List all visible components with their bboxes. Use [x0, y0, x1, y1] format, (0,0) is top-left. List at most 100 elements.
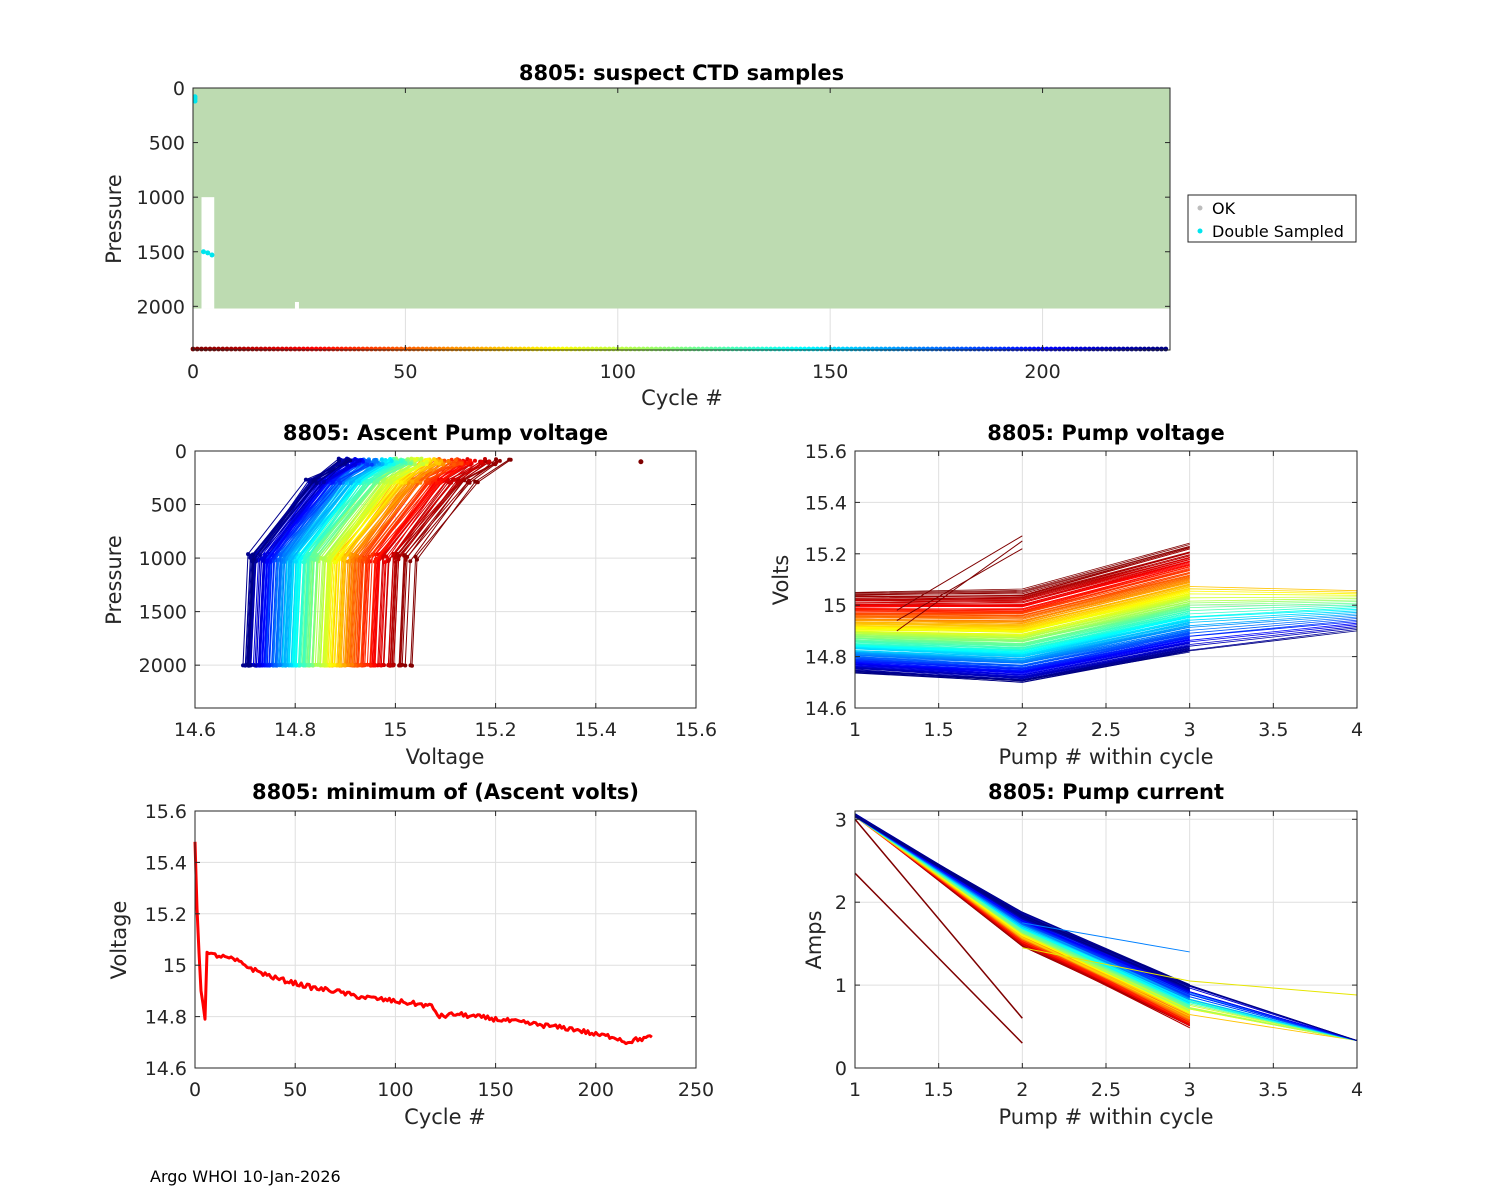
ascent-point — [398, 663, 403, 668]
ascent-profile-line — [304, 462, 406, 665]
cycle-marker — [475, 346, 481, 352]
ascent-point — [494, 460, 499, 465]
legend-label: OK — [1212, 199, 1236, 218]
cycle-marker — [203, 346, 209, 352]
ascent-point — [384, 554, 389, 559]
ascent-point — [336, 478, 341, 483]
cycle-marker — [925, 346, 931, 352]
ascent-point — [482, 457, 487, 462]
cycle-marker — [432, 346, 438, 352]
cycle-marker — [228, 346, 234, 352]
cycle-marker — [623, 346, 629, 352]
cycle-marker — [933, 346, 939, 352]
ascent-point — [321, 479, 326, 484]
cycle-marker — [301, 346, 306, 352]
y-tick-label: 500 — [151, 495, 187, 517]
ascent-profile-line — [400, 461, 497, 666]
cycle-marker — [776, 346, 782, 352]
ascent-point — [459, 461, 464, 466]
y-tick-label: 14.8 — [805, 647, 847, 669]
cycle-marker — [764, 346, 769, 352]
cycle-marker — [199, 346, 204, 352]
cycle-marker — [899, 346, 905, 352]
cycle-marker — [1120, 346, 1126, 352]
ascent-point — [246, 663, 251, 668]
cycle-marker — [504, 346, 510, 352]
x-tick-label: 2.5 — [1091, 719, 1121, 741]
ascent-point — [378, 663, 383, 668]
cycle-marker — [530, 346, 536, 352]
cycle-marker — [509, 346, 514, 352]
x-tick-label: 4 — [1351, 1079, 1363, 1101]
axes-frame — [194, 450, 697, 709]
x-tick-label: 100 — [377, 1079, 413, 1101]
ascent-point — [303, 477, 308, 482]
ascent-profile-line — [280, 463, 380, 665]
pump-voltage-line — [854, 630, 1190, 664]
cycle-marker — [793, 346, 799, 352]
legend-marker — [1197, 228, 1203, 234]
cycle-marker — [657, 346, 663, 352]
ascent-point — [373, 457, 378, 462]
cycle-marker — [619, 346, 625, 352]
cycle-marker — [832, 346, 837, 352]
plot-marks — [854, 535, 1358, 683]
ascent-point — [372, 663, 377, 668]
cycle-marker — [1108, 346, 1113, 352]
cycle-marker — [1146, 346, 1152, 352]
ascent-point — [358, 555, 363, 560]
cycle-marker — [411, 346, 417, 352]
ascent-point — [348, 458, 353, 463]
x-tick-label: 15 — [383, 719, 407, 741]
cycle-marker — [683, 346, 689, 352]
y-tick-label: 15.6 — [805, 441, 847, 463]
ascent-point — [348, 480, 353, 485]
cycle-marker — [458, 346, 464, 352]
cycle-marker — [479, 346, 485, 352]
cycle-marker — [424, 346, 430, 352]
cycle-marker — [861, 346, 867, 352]
ascent-point — [256, 663, 261, 668]
ascent-point — [472, 458, 477, 463]
x-tick-label: 1.5 — [924, 1079, 954, 1101]
ascent-point — [331, 662, 336, 667]
y-tick-label: 1500 — [139, 602, 187, 624]
double-sampled-point — [209, 252, 215, 258]
cycle-marker — [1150, 346, 1156, 352]
ascent-point — [451, 462, 456, 467]
cycle-marker — [1052, 346, 1058, 352]
double-sampled-point — [192, 98, 198, 104]
cycle-marker — [844, 346, 850, 352]
x-tick-label: 0 — [189, 1079, 201, 1101]
cycle-marker — [551, 346, 557, 352]
legend: OK Double Sampled — [1187, 194, 1357, 243]
ascent-profile-line — [303, 459, 404, 666]
cycle-marker — [810, 346, 816, 352]
cycle-marker — [1074, 346, 1079, 352]
cycle-marker — [976, 346, 982, 352]
footer-credit: Argo WHOI 10-Jan-2026 — [150, 1167, 341, 1186]
ascent-point — [427, 480, 432, 485]
y-tick-label: 1000 — [139, 548, 187, 570]
y-tick-label: 0 — [175, 441, 187, 463]
cycle-marker — [534, 346, 540, 352]
cycle-marker — [649, 346, 655, 352]
pump-voltage-line — [854, 544, 1190, 594]
cycle-marker — [1001, 346, 1007, 352]
pump-voltage-line — [896, 535, 1023, 611]
ascent-point — [383, 560, 388, 565]
y-tick-label: 14.8 — [145, 1007, 187, 1029]
pump-voltage-line — [854, 616, 1190, 653]
cycle-marker — [339, 346, 345, 352]
ascent-point — [265, 558, 270, 563]
y-tick-label: 2000 — [137, 296, 185, 318]
cycle-marker — [267, 346, 272, 352]
ascent-point — [367, 554, 372, 559]
cycle-marker — [1010, 346, 1016, 352]
ascent-point — [424, 459, 429, 464]
ascent-point — [383, 458, 388, 463]
cycle-marker — [849, 346, 854, 352]
cycle-marker — [687, 346, 693, 352]
plot-marks — [193, 841, 653, 1046]
ascent-point — [440, 462, 445, 467]
